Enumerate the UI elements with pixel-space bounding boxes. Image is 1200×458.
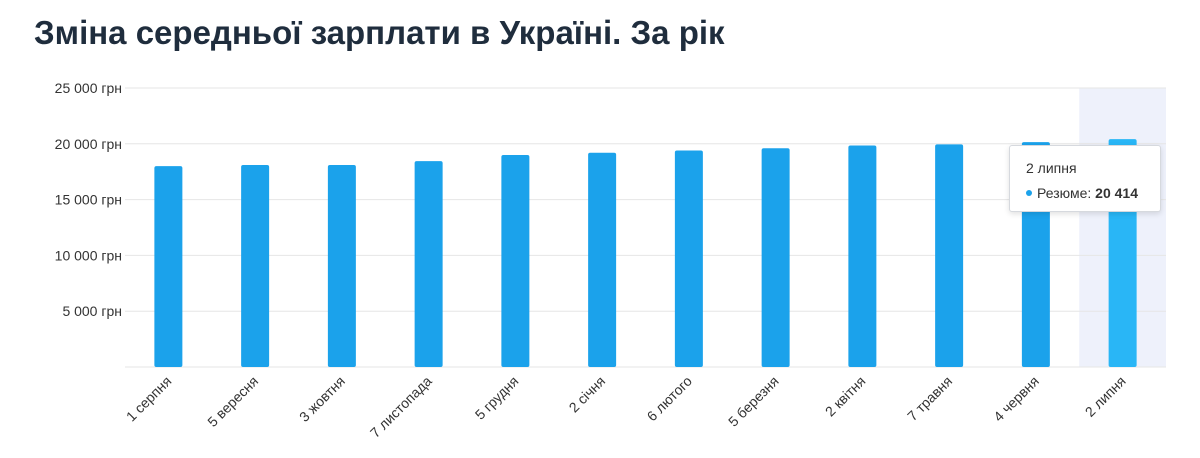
y-tick-label: 5 000 грн bbox=[62, 303, 122, 319]
bar[interactable] bbox=[154, 166, 183, 367]
y-tick-label: 10 000 грн bbox=[55, 247, 122, 263]
x-tick-label: 4 червня bbox=[990, 373, 1042, 425]
bar[interactable] bbox=[501, 154, 530, 367]
bar[interactable] bbox=[761, 148, 790, 367]
series-dot-icon bbox=[1026, 190, 1032, 196]
y-tick-label: 15 000 грн bbox=[55, 192, 122, 208]
x-tick-label: 3 жовтня bbox=[296, 373, 348, 425]
x-axis-labels: 1 серпня 5 вересня 3 жовтня 7 листопада 5 гр… bbox=[123, 373, 1129, 441]
bar[interactable] bbox=[588, 152, 617, 367]
tooltip: 2 липня Резюме: 20 414 bbox=[1009, 145, 1161, 212]
x-tick-label: 2 квітня bbox=[822, 373, 869, 420]
x-tick-label: 5 березня bbox=[725, 373, 782, 430]
tooltip-series-label: Резюме: bbox=[1037, 185, 1092, 201]
x-tick-label: 1 серпня bbox=[123, 373, 175, 425]
bar[interactable] bbox=[414, 161, 443, 367]
y-axis-labels: 5 000 грн 10 000 грн 15 000 грн 20 000 грн 2… bbox=[55, 80, 122, 319]
tooltip-date: 2 липня bbox=[1026, 160, 1077, 176]
bar[interactable] bbox=[935, 144, 964, 367]
y-tick-label: 25 000 грн bbox=[55, 80, 122, 96]
bars-layer bbox=[154, 139, 1137, 367]
chart-title: Зміна середньої зарплати в Україні. За р… bbox=[34, 14, 725, 51]
tooltip-value: 20 414 bbox=[1095, 185, 1138, 201]
grid-layer bbox=[125, 87, 1166, 368]
x-tick-label: 5 грудня bbox=[472, 373, 522, 423]
bar[interactable] bbox=[241, 165, 270, 367]
x-tick-label: 2 липня bbox=[1082, 373, 1129, 420]
x-tick-label: 7 листопада bbox=[367, 373, 435, 441]
x-tick-label: 2 січня bbox=[566, 373, 609, 416]
tooltip-row: Резюме: 20 414 bbox=[1026, 185, 1160, 201]
x-tick-label: 5 вересня bbox=[204, 373, 261, 430]
y-tick-label: 20 000 грн bbox=[55, 136, 122, 152]
bar[interactable] bbox=[327, 165, 356, 367]
x-tick-label: 7 травня bbox=[904, 373, 955, 424]
x-tick-label: 6 лютого bbox=[644, 373, 696, 425]
bar[interactable] bbox=[674, 150, 703, 367]
bar[interactable] bbox=[848, 145, 877, 367]
